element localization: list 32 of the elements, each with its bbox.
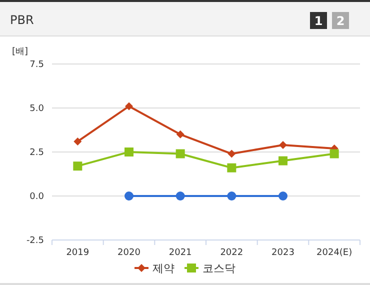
point [176,130,184,138]
y-tick-label: 7.5 [30,60,44,70]
point [278,156,288,166]
y-tick-label: 2.5 [30,148,44,158]
y-tick-label: 5.0 [30,104,44,114]
x-tick-label: 2021 [168,248,192,258]
x-tick-label: 2024(E) [316,248,352,258]
x-tick-label: 2019 [66,248,90,258]
point [74,137,82,146]
y-tick-label: 0.0 [30,192,44,202]
point [279,140,287,149]
point [176,149,185,158]
x-tick-label: 2020 [118,248,141,258]
point [176,192,185,200]
point [73,162,82,171]
legend-label: 코스닥 [202,262,236,275]
point [228,150,236,158]
x-tick-label: 2023 [272,248,294,258]
x-tick-label: 2022 [220,248,244,258]
point [125,102,133,110]
point [227,163,236,172]
text: 2 [336,14,345,28]
legend-label: 제약 [152,262,174,275]
point [124,148,134,156]
point [124,192,134,200]
text: 1 [314,14,323,28]
chart-title: PBR [10,13,34,27]
point [278,192,288,200]
y-axis-title: [배] [12,47,28,57]
point [227,192,236,200]
y-tick-label: -2.5 [26,236,44,246]
point [330,149,339,158]
